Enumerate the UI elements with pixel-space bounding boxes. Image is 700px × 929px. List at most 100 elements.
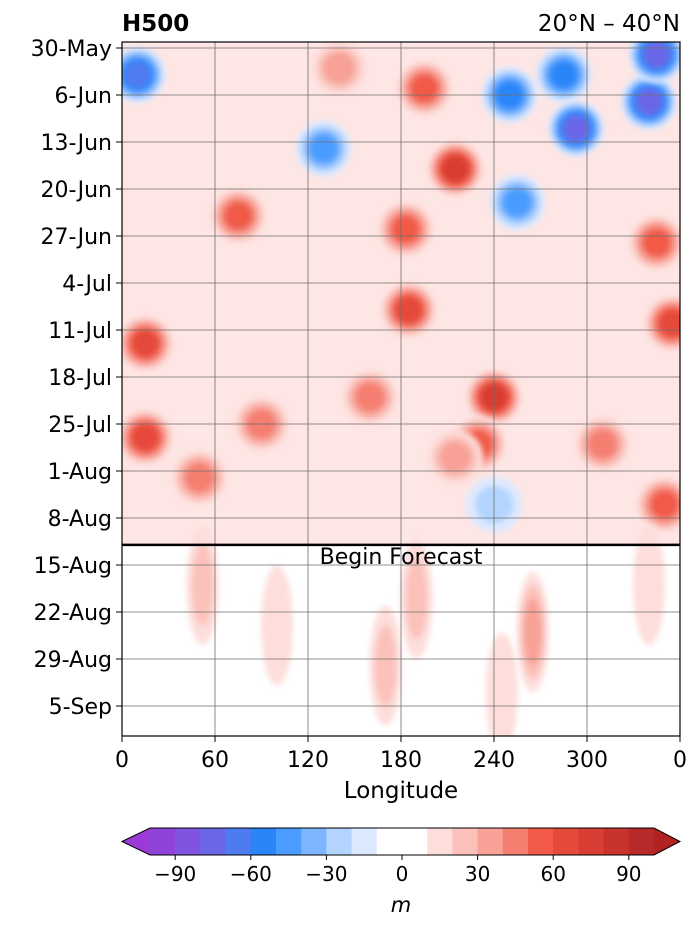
- anomaly-contour: [309, 134, 338, 164]
- anomaly-feature-12: [377, 201, 434, 258]
- anomaly-contour: [224, 202, 252, 230]
- forecast-label: Begin Forecast: [320, 545, 483, 570]
- anomaly-contour: [636, 89, 662, 115]
- anomaly-contour: [651, 491, 678, 519]
- y-tick-label: 29-Aug: [34, 648, 112, 673]
- colorbar-segment: [603, 828, 630, 855]
- y-tick-label: 13-Jun: [40, 131, 112, 156]
- anomaly-feature-21: [628, 214, 680, 271]
- colorbar-segment: [250, 828, 277, 855]
- anomaly-feature-2: [311, 42, 367, 97]
- anomaly-feature-18: [466, 369, 522, 426]
- anomaly-feature-0: [122, 46, 166, 103]
- anomaly-contour: [644, 42, 670, 68]
- y-tick-label: 15-Aug: [34, 554, 112, 579]
- anomaly-contour: [405, 558, 428, 640]
- colorbar-tick-label: 60: [540, 862, 565, 886]
- anomaly-contour: [550, 61, 578, 89]
- anomaly-contour: [132, 424, 159, 451]
- anomaly-contour: [395, 297, 422, 323]
- anomaly-feature-25: [171, 449, 228, 506]
- anomaly-feature-31: [485, 632, 518, 736]
- chart-title-left: H500: [122, 11, 189, 37]
- chart-title-row: H500 20°N – 40°N: [122, 11, 680, 37]
- colorbar-tick-label: −60: [230, 862, 272, 886]
- colorbar-tick-label: 0: [396, 862, 409, 886]
- x-tick-label: 240: [473, 748, 515, 773]
- anomaly-contour: [588, 429, 617, 459]
- colorbar-segment: [502, 828, 529, 855]
- anomaly-feature-17: [342, 369, 398, 426]
- anomaly-contour: [485, 632, 518, 736]
- chart-title-right: 20°N – 40°N: [538, 11, 680, 37]
- anomaly-contour: [191, 544, 214, 626]
- colorbar-segment: [351, 828, 378, 855]
- colorbar-segment: [376, 828, 428, 855]
- x-axis: 0 60 120 180 240 300 0: [115, 736, 687, 773]
- colorbar-segment: [477, 828, 504, 855]
- anomaly-contour: [392, 215, 420, 243]
- anomaly-feature-29: [516, 572, 549, 693]
- colorbar-segment: [200, 828, 227, 855]
- anomaly-contour: [523, 598, 542, 667]
- colorbar-outline: [120, 827, 682, 856]
- anomaly-feature-32: [633, 525, 665, 646]
- anomaly-feature-8: [548, 100, 605, 157]
- anomaly-contour: [633, 525, 665, 646]
- anomaly-contour: [643, 229, 671, 257]
- x-tick-label: 120: [287, 748, 329, 773]
- y-tick-label: 27-Jun: [40, 225, 112, 250]
- y-tick-label: 22-Aug: [34, 601, 112, 626]
- anomaly-feature-30: [369, 605, 402, 726]
- anomaly-feature-1: [295, 120, 352, 177]
- colorbar-tick-label: −30: [305, 862, 347, 886]
- anomaly-feature-28: [400, 538, 433, 659]
- colorbar-segment: [578, 828, 605, 855]
- x-tick-label: 180: [380, 748, 422, 773]
- anomaly-feature-22: [574, 416, 631, 473]
- anomaly-contour: [185, 463, 214, 493]
- anomaly-feature-26: [636, 476, 680, 533]
- colorbar-segment: [452, 828, 479, 855]
- colorbar-segment: [175, 828, 201, 855]
- anomaly-contour: [261, 565, 293, 686]
- anomaly-contour: [563, 116, 589, 141]
- colorbar-segment: [553, 828, 579, 855]
- colorbar-tick-label: 30: [465, 862, 490, 886]
- colorbar-tick-label: −90: [154, 862, 196, 886]
- anomaly-feature-27: [186, 525, 219, 646]
- y-tick-label: 20-Jun: [40, 178, 112, 203]
- y-tick-label: 11-Jul: [48, 319, 112, 344]
- anomaly-feature-13: [380, 281, 437, 338]
- x-tick-label: 0: [115, 748, 129, 773]
- anomaly-contour: [502, 188, 532, 217]
- anomaly-contour: [323, 52, 355, 85]
- anomaly-contour: [355, 382, 385, 412]
- anomaly-feature-6: [489, 174, 546, 231]
- anomaly-feature-3: [396, 60, 453, 117]
- colorbar: −90 −60 −30 0 30 60 90: [120, 827, 682, 886]
- anomaly-feature-24: [427, 429, 484, 486]
- colorbar-segment: [225, 828, 252, 855]
- colorbar-segment: [301, 828, 327, 855]
- y-axis: 30-May 6-Jun 13-Jun 20-Jun 27-Jun 4-Jul 11-Jul…: [31, 37, 122, 720]
- anomaly-contour: [374, 625, 397, 707]
- colorbar-segment: [528, 828, 554, 855]
- anomaly-contour: [410, 74, 438, 102]
- x-axis-label: Longitude: [344, 778, 458, 804]
- colorbar-tick-label: 90: [616, 862, 641, 886]
- y-tick-label: 5-Sep: [49, 695, 112, 720]
- colorbar-extend-max: [654, 828, 680, 855]
- anomaly-contour: [124, 62, 151, 88]
- anomaly-feature-20: [644, 295, 680, 352]
- anomaly-contour: [132, 330, 159, 357]
- y-tick-label: 30-May: [31, 37, 112, 62]
- y-tick-label: 4-Jul: [62, 272, 112, 297]
- anomaly-feature-4: [427, 140, 484, 197]
- colorbar-segment: [427, 828, 453, 855]
- x-tick-label: 60: [201, 748, 229, 773]
- colorbar-segment: [150, 828, 176, 855]
- colorbar-extend-min: [122, 828, 150, 855]
- anomaly-feature-9: [621, 73, 677, 130]
